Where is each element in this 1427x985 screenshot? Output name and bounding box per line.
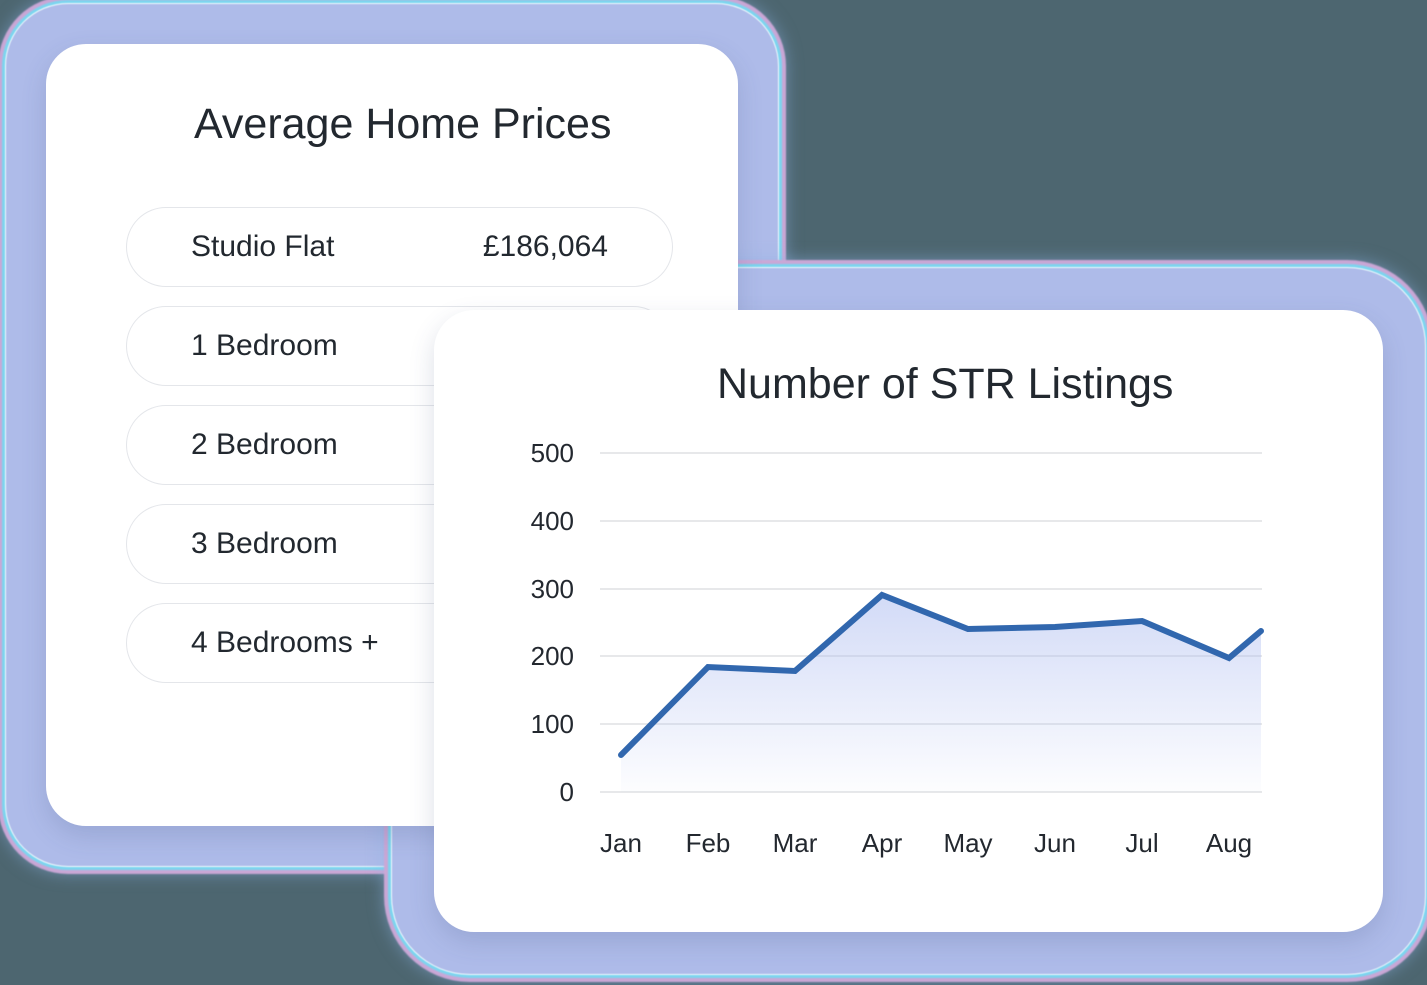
svg-text:May: May: [943, 828, 992, 858]
svg-text:0: 0: [560, 777, 574, 807]
svg-text:400: 400: [531, 506, 574, 536]
svg-text:Apr: Apr: [862, 828, 903, 858]
svg-text:Jun: Jun: [1034, 828, 1076, 858]
svg-text:Jan: Jan: [600, 828, 642, 858]
svg-text:300: 300: [531, 574, 574, 604]
svg-text:Feb: Feb: [686, 828, 731, 858]
svg-text:Jul: Jul: [1125, 828, 1158, 858]
svg-text:Aug: Aug: [1206, 828, 1252, 858]
svg-text:200: 200: [531, 641, 574, 671]
svg-text:Mar: Mar: [773, 828, 818, 858]
svg-text:100: 100: [531, 709, 574, 739]
svg-text:500: 500: [531, 438, 574, 468]
